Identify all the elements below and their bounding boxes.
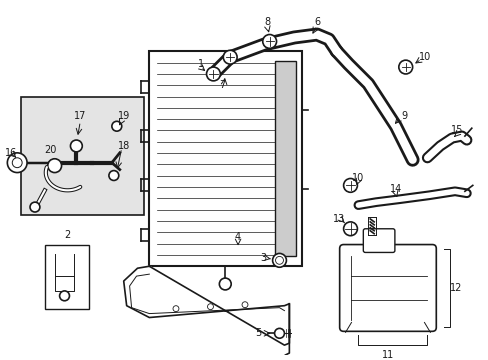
Text: 3: 3 (260, 253, 266, 264)
Text: 18: 18 (117, 141, 129, 151)
Circle shape (207, 304, 213, 310)
Circle shape (272, 253, 286, 267)
Circle shape (206, 67, 220, 81)
Text: 14: 14 (389, 184, 401, 194)
Text: 20: 20 (44, 145, 57, 155)
Text: 6: 6 (313, 17, 319, 27)
Bar (21, 96, 144, 215)
Circle shape (242, 302, 247, 308)
FancyBboxPatch shape (339, 244, 435, 331)
Circle shape (398, 60, 412, 74)
Circle shape (60, 291, 69, 301)
Text: 5: 5 (254, 328, 261, 338)
Circle shape (48, 159, 61, 172)
Text: 9: 9 (401, 111, 407, 121)
Circle shape (343, 222, 357, 236)
Circle shape (343, 179, 357, 192)
Circle shape (274, 328, 284, 338)
Text: 17: 17 (74, 111, 86, 121)
Text: 8: 8 (264, 17, 270, 27)
Circle shape (173, 306, 179, 312)
Circle shape (262, 35, 276, 48)
Polygon shape (123, 266, 289, 345)
Text: 4: 4 (235, 232, 241, 242)
Bar (149, 51, 302, 266)
Text: 11: 11 (381, 350, 393, 360)
Circle shape (112, 121, 122, 131)
Circle shape (70, 140, 82, 152)
Text: 13: 13 (332, 214, 344, 224)
Circle shape (109, 171, 119, 180)
Circle shape (223, 50, 237, 64)
Circle shape (7, 153, 27, 172)
Text: 16: 16 (5, 148, 18, 158)
Text: 7: 7 (219, 80, 225, 90)
Text: 10: 10 (351, 172, 364, 183)
Text: 15: 15 (450, 125, 462, 135)
Bar (274, 61, 296, 256)
Circle shape (275, 256, 283, 264)
Circle shape (219, 278, 231, 290)
Text: 2: 2 (64, 230, 70, 240)
Text: 19: 19 (117, 111, 129, 121)
Circle shape (12, 158, 22, 168)
Bar (45, 244, 89, 309)
Text: 1: 1 (197, 59, 203, 69)
FancyBboxPatch shape (363, 229, 394, 252)
Text: 12: 12 (449, 283, 461, 293)
Text: 10: 10 (419, 52, 431, 62)
Circle shape (30, 202, 40, 212)
